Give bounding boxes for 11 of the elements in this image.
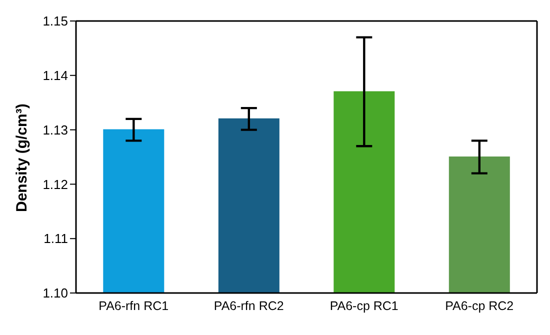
y-tick-label: 1.14 xyxy=(42,68,68,84)
x-tick-label: PA6-rfn RC1 xyxy=(98,298,169,313)
y-tick-label: 1.12 xyxy=(42,176,68,192)
x-tick-label: PA6-cp RC1 xyxy=(330,298,398,313)
y-tick-label: 1.11 xyxy=(44,231,68,246)
x-tick-label: PA6-cp RC2 xyxy=(445,298,514,313)
y-tick-label: 1.15 xyxy=(42,14,68,29)
y-axis-title: Density (g/cm³) xyxy=(13,104,30,212)
x-tick-label: PA6-rfn RC2 xyxy=(214,298,284,313)
y-tick-label: 1.10 xyxy=(42,286,68,301)
y-tick-label: 1.13 xyxy=(42,122,68,138)
